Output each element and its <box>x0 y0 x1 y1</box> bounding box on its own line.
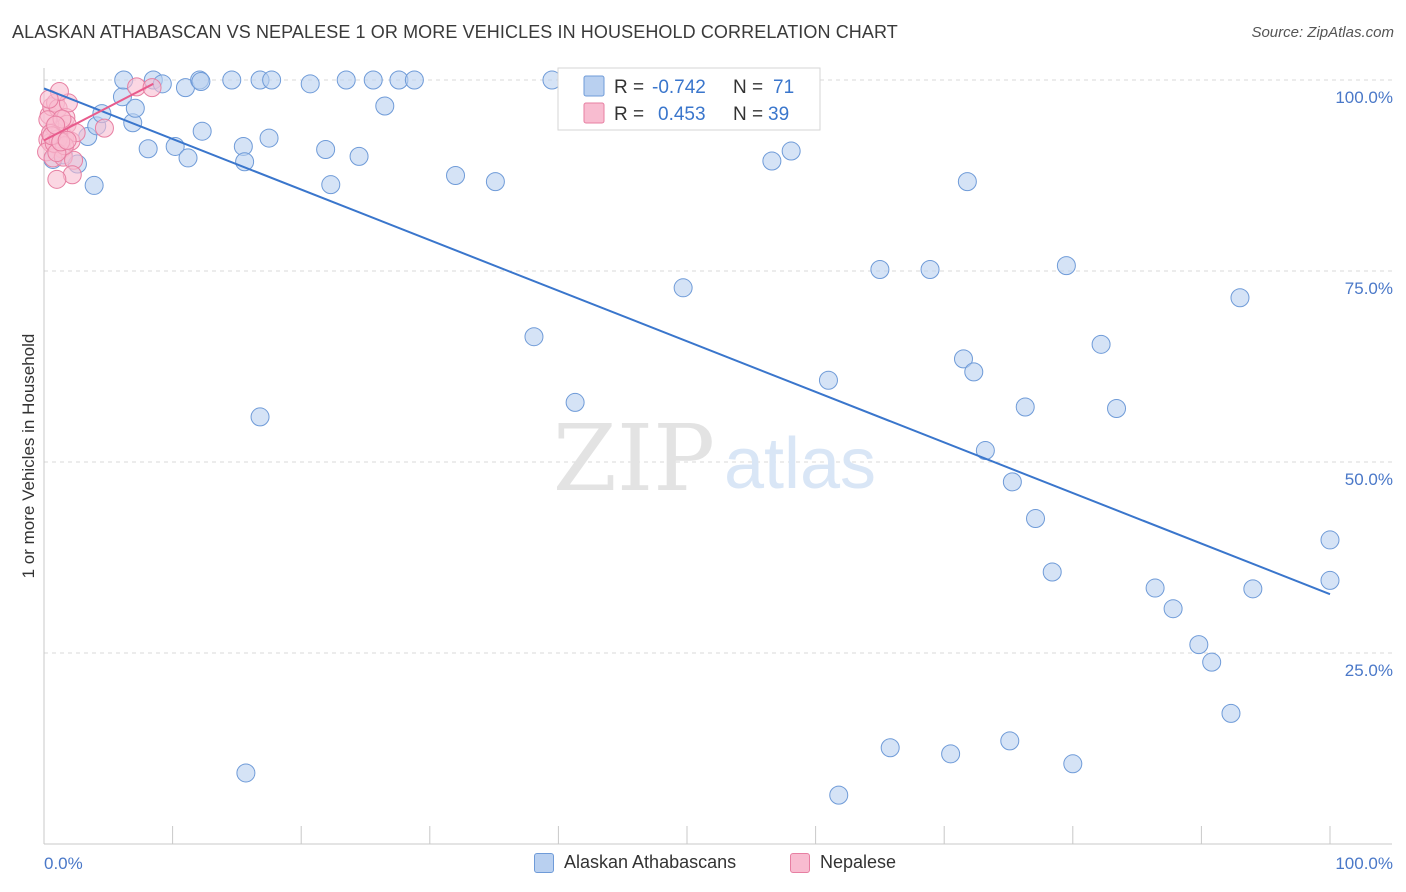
nepalese-point <box>57 130 77 150</box>
athabascan-point <box>1243 579 1263 599</box>
athabascan-point <box>191 72 211 92</box>
legend-label-nepalese: Nepalese <box>820 852 897 872</box>
athabascan-point <box>336 70 356 90</box>
legend-swatch-alaskan-athabascans <box>534 852 554 873</box>
athabascan-point <box>259 128 279 148</box>
alaskan-athabascan-points <box>43 70 1340 805</box>
athabascan-point <box>222 70 242 90</box>
nepalese-point <box>94 118 114 138</box>
athabascan-point <box>818 370 838 390</box>
nepalese-trend-line <box>43 82 154 142</box>
watermark: ZIP atlas <box>553 405 876 512</box>
legend-n-value-blue: 71 <box>773 77 794 98</box>
legend-n-value-pink: 39 <box>768 104 789 125</box>
athabascan-point <box>920 259 940 279</box>
athabascan-point <box>1320 530 1340 550</box>
y-tick-label: 75.0% <box>1345 279 1393 298</box>
athabascan-point <box>262 70 282 90</box>
source-label: Source: ZipAtlas.com <box>1251 24 1394 41</box>
nepalese-point <box>47 169 67 189</box>
athabascan-point <box>1320 570 1340 590</box>
athabascan-point <box>1163 599 1183 619</box>
athabascan-point <box>1063 754 1083 774</box>
athabascan-point <box>1107 399 1127 419</box>
watermark-atlas: atlas <box>724 424 876 504</box>
athabascan-point <box>138 139 158 159</box>
legend-swatch-pink <box>583 102 605 124</box>
legend-swatch-blue <box>583 75 605 97</box>
athabascan-point <box>125 98 145 118</box>
athabascan-point <box>1015 397 1035 417</box>
athabascan-point <box>178 148 198 168</box>
athabascan-point <box>1042 562 1062 582</box>
athabascan-trend-line <box>43 87 1331 596</box>
y-axis-label: 1 or more Vehicles in Household <box>19 334 38 579</box>
athabascan-point <box>1202 652 1222 672</box>
legend-swatch-nepalese <box>790 852 810 873</box>
athabascan-point <box>941 744 961 764</box>
y-tick-label: 50.0% <box>1345 470 1393 489</box>
athabascan-point <box>485 172 505 192</box>
athabascan-point <box>1189 635 1209 655</box>
athabascan-point <box>957 172 977 192</box>
legend-item-alaskan-athabascans: Alaskan Athabascans <box>534 852 736 873</box>
athabascan-point <box>316 140 336 160</box>
athabascan-point <box>349 146 369 166</box>
athabascan-point <box>880 738 900 758</box>
athabascan-point <box>1221 703 1241 723</box>
athabascan-point <box>84 175 104 195</box>
legend-r-label-pink: R = <box>614 104 644 125</box>
athabascan-point <box>363 70 383 90</box>
athabascan-point <box>762 151 782 171</box>
athabascan-point <box>404 70 424 90</box>
athabascan-point <box>870 259 890 279</box>
athabascan-point <box>236 763 256 783</box>
athabascan-point <box>375 96 395 116</box>
athabascan-point <box>1230 288 1250 308</box>
athabascan-point <box>524 327 544 347</box>
watermark-zip: ZIP <box>553 405 715 512</box>
athabascan-point <box>1056 256 1076 276</box>
athabascan-point <box>829 785 849 805</box>
legend-r-value-pink: 0.453 <box>658 104 706 125</box>
athabascan-point <box>1000 731 1020 751</box>
series-legend: Alaskan Athabascans Nepalese <box>0 852 1406 878</box>
legend-n-label-pink: N = <box>733 104 763 125</box>
athabascan-point <box>565 392 585 412</box>
chart-title: ALASKAN ATHABASCAN VS NEPALESE 1 OR MORE… <box>12 22 898 42</box>
correlation-legend: R = -0.742 N = 71 R = 0.453 N = 39 <box>557 67 821 131</box>
y-tick-label: 100.0% <box>1335 88 1393 107</box>
tick-labels: 25.0% 50.0% 75.0% 100.0% 0.0% 100.0% <box>44 88 1393 873</box>
athabascan-point <box>964 362 984 382</box>
athabascan-point <box>781 141 801 161</box>
legend-r-label-blue: R = <box>614 77 644 98</box>
athabascan-point <box>250 407 270 427</box>
y-tick-label: 25.0% <box>1345 661 1393 680</box>
x-tick-label: 0.0% <box>44 854 83 873</box>
axes <box>43 68 1392 845</box>
athabascan-point <box>1026 509 1046 529</box>
legend-item-nepalese: Nepalese <box>790 852 896 873</box>
athabascan-point <box>953 349 973 369</box>
nepalese-point <box>142 78 162 98</box>
trend-lines <box>43 82 1331 596</box>
athabascan-point <box>1145 578 1165 598</box>
athabascan-point <box>1091 334 1111 354</box>
athabascan-point <box>1002 472 1022 492</box>
nepalese-points <box>37 77 162 189</box>
legend-r-value-blue: -0.742 <box>652 77 706 98</box>
athabascan-point <box>192 121 212 141</box>
athabascan-point <box>300 74 320 94</box>
legend-n-label-blue: N = <box>733 77 763 98</box>
athabascan-point <box>446 166 466 185</box>
athabascan-point <box>321 175 341 195</box>
legend-label-alaskan-athabascans: Alaskan Athabascans <box>564 852 737 872</box>
x-tick-label: 100.0% <box>1335 854 1393 873</box>
athabascan-point <box>673 278 693 298</box>
